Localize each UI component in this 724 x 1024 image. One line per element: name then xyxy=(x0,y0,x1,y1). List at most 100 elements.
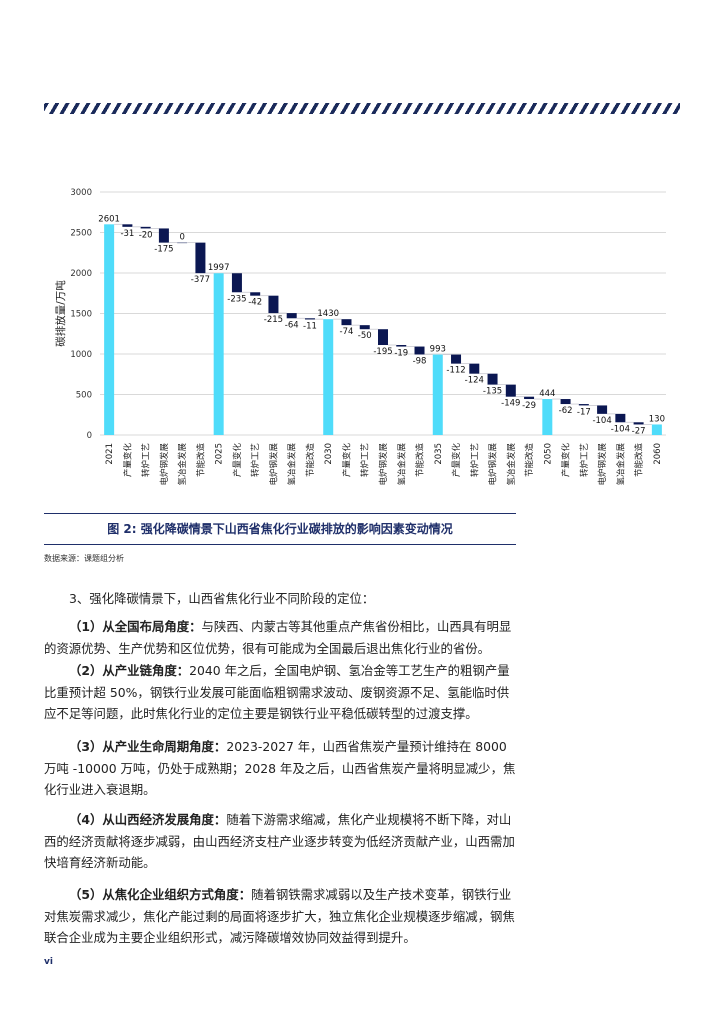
data-label: -20 xyxy=(139,230,153,240)
change-bar xyxy=(268,295,279,314)
total-bar xyxy=(104,224,115,435)
x-tick-label: 2035 xyxy=(434,443,444,465)
x-tick-label: 转炉工艺 xyxy=(579,443,590,477)
data-label: 130 xyxy=(649,414,665,424)
change-bar xyxy=(487,373,498,385)
paragraph-5: （5）从焦化企业组织方式角度：随着钢铁需求减弱以及生产技术变革，钢铁行业对焦炭需… xyxy=(44,887,515,945)
x-tick-label: 转炉工艺 xyxy=(141,443,152,477)
change-bar xyxy=(250,292,261,296)
x-tick-label: 产量变化 xyxy=(122,443,133,478)
data-source: 数据来源：课题组分析 xyxy=(44,554,124,563)
y-tick-label: 1000 xyxy=(70,350,92,360)
x-tick-label: 节能改造 xyxy=(195,443,206,478)
data-label: 993 xyxy=(430,345,446,355)
change-bar xyxy=(195,242,206,274)
change-bar xyxy=(505,384,516,397)
figure-caption: 图 2: 强化降碳情景下山西省焦化行业碳排放的影响因素变动情况 xyxy=(107,522,453,536)
x-tick-label: 电炉钢发展 xyxy=(378,443,389,486)
data-label: -215 xyxy=(264,315,283,325)
change-bar xyxy=(378,329,388,346)
y-tick-label: 3000 xyxy=(70,188,92,198)
total-bar xyxy=(213,273,224,435)
data-label: -62 xyxy=(559,406,573,416)
x-tick-label: 转炉工艺 xyxy=(469,443,480,477)
data-label: -19 xyxy=(394,349,408,359)
change-bar xyxy=(140,226,151,229)
change-bar xyxy=(286,313,297,319)
x-tick-label: 产量变化 xyxy=(561,443,572,478)
x-tick-label: 转炉工艺 xyxy=(360,443,371,477)
paragraph-2: （2）从产业链角度：2040 年之后，全国电炉钢、氢冶金等工艺生产的粗钢产量比重… xyxy=(44,663,510,721)
y-tick-label: 1500 xyxy=(70,310,92,320)
x-tick-label: 氢冶金发展 xyxy=(177,443,188,486)
x-tick-label: 产量变化 xyxy=(341,443,352,478)
x-tick-label: 2030 xyxy=(324,443,334,465)
change-bar xyxy=(597,405,608,414)
x-tick-label: 节能改造 xyxy=(415,443,426,478)
total-bar xyxy=(542,399,553,435)
y-tick-label: 0 xyxy=(87,431,92,441)
x-tick-label: 氢冶金发展 xyxy=(615,443,626,486)
x-tick-label: 氢冶金发展 xyxy=(287,443,298,486)
section-heading: 3、强化降碳情景下，山西省焦化行业不同阶段的定位： xyxy=(69,591,375,606)
data-label: -31 xyxy=(120,229,134,239)
x-tick-label: 电炉钢发展 xyxy=(488,443,499,486)
change-bar xyxy=(341,319,352,326)
data-label: 0 xyxy=(179,233,184,243)
data-label: -104 xyxy=(611,424,630,434)
x-tick-label: 电炉钢发展 xyxy=(268,443,279,486)
data-label: -11 xyxy=(303,321,317,331)
y-tick-label: 500 xyxy=(76,391,92,401)
change-bar xyxy=(524,396,535,400)
x-tick-label: 转炉工艺 xyxy=(250,443,261,477)
x-tick-label: 产量变化 xyxy=(232,443,243,478)
x-tick-label: 电炉钢发展 xyxy=(159,443,170,486)
data-label: -17 xyxy=(577,407,591,417)
x-tick-label: 2021 xyxy=(105,443,115,465)
data-label: -135 xyxy=(483,387,502,397)
total-bar xyxy=(432,354,443,435)
data-label: -195 xyxy=(373,347,392,357)
change-bar xyxy=(231,273,242,293)
y-axis-label: 碳排放量/万吨 xyxy=(54,280,67,347)
data-label: -64 xyxy=(285,320,299,330)
y-tick-label: 2500 xyxy=(70,229,92,239)
waterfall-chart: 0 500 1000 1500 2000 2500 3000 碳排放量/万吨 2601 2021 -… xyxy=(54,188,666,486)
total-bar xyxy=(651,424,662,435)
change-bar xyxy=(396,345,407,347)
data-label: -27 xyxy=(632,426,646,436)
data-label: -50 xyxy=(358,331,372,341)
caption-bottom-rule xyxy=(44,544,516,545)
data-label: -74 xyxy=(340,327,354,337)
data-label: -377 xyxy=(191,275,210,285)
data-label: -42 xyxy=(248,298,262,308)
data-label: -29 xyxy=(522,401,536,411)
caption-top-rule xyxy=(44,513,516,514)
change-bar xyxy=(578,404,589,406)
x-tick-label: 氢冶金发展 xyxy=(396,443,407,486)
change-bar xyxy=(633,422,644,425)
data-label: -149 xyxy=(501,399,520,409)
change-bar xyxy=(469,363,480,374)
change-bar xyxy=(560,399,571,405)
change-bar xyxy=(122,224,133,227)
data-label: -104 xyxy=(592,416,611,426)
data-label: -98 xyxy=(413,356,427,366)
data-label: -175 xyxy=(154,245,173,255)
change-bar xyxy=(359,325,370,330)
x-tick-label: 节能改造 xyxy=(524,443,535,478)
total-bar xyxy=(323,319,334,435)
x-tick-label: 电炉钢发展 xyxy=(597,443,608,486)
x-tick-label: 节能改造 xyxy=(634,443,645,478)
data-label: -112 xyxy=(446,366,465,376)
x-tick-label: 2060 xyxy=(653,443,663,465)
x-tick-label: 2050 xyxy=(543,443,553,465)
page-number: vi xyxy=(44,957,53,967)
x-tick-label: 2025 xyxy=(215,443,225,465)
change-bar xyxy=(177,242,188,244)
paragraph-3: （3）从产业生命周期角度：2023-2027 年，山西省焦炭产量预计维持在 80… xyxy=(44,739,516,797)
paragraph-1: （1）从全国布局角度：与陕西、内蒙古等其他重点产焦省份相比，山西具有明显的资源优… xyxy=(44,619,512,656)
change-bar xyxy=(451,354,462,364)
x-tick-label: 产量变化 xyxy=(451,443,462,478)
change-bar xyxy=(304,318,315,320)
